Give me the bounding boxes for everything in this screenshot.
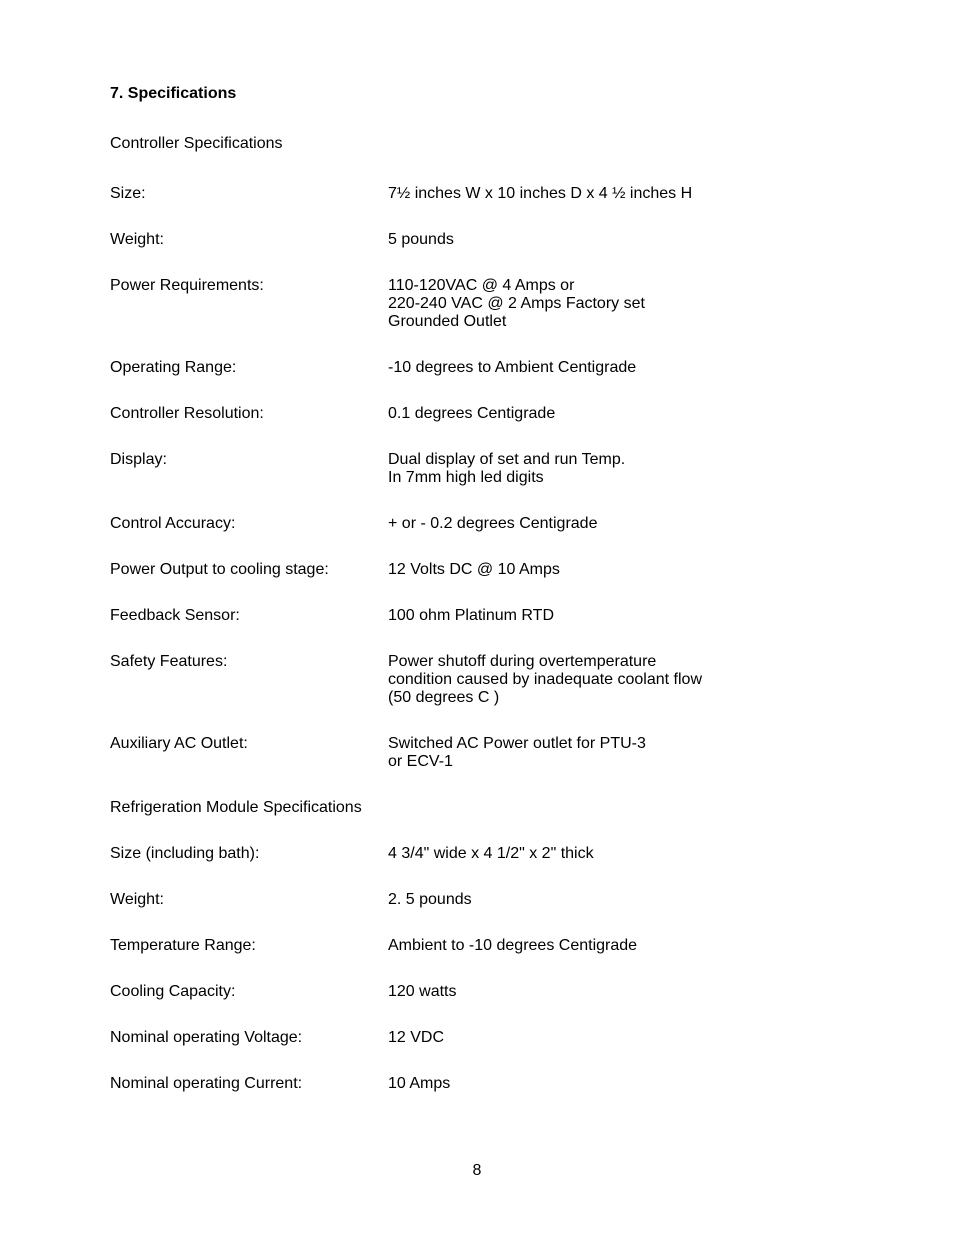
spec-label: Nominal operating Voltage: [110,1029,388,1047]
spec-value: 0.1 degrees Centigrade [388,405,844,423]
spec-value: 12 Volts DC @ 10 Amps [388,561,844,579]
spec-value-line: 0.1 degrees Centigrade [388,405,844,423]
spec-value-line: condition caused by inadequate coolant f… [388,671,844,689]
spec-value: Switched AC Power outlet for PTU-3 or EC… [388,735,844,771]
spec-value: 100 ohm Platinum RTD [388,607,844,625]
spec-label: Control Accuracy: [110,515,388,533]
spec-value-line: 5 pounds [388,231,844,249]
spec-value: Power shutoff during overtemperature con… [388,653,844,707]
spec-value: + or - 0.2 degrees Centigrade [388,515,844,533]
spec-row: Controller Resolution: 0.1 degrees Centi… [110,405,844,423]
section-refrigeration: Refrigeration Module Specifications Size… [110,799,844,1093]
subsection-heading: Refrigeration Module Specifications [110,799,844,817]
spec-value-line: Dual display of set and run Temp. [388,451,844,469]
spec-value: 4 3/4" wide x 4 1/2" x 2" thick [388,845,844,863]
spec-row: Feedback Sensor: 100 ohm Platinum RTD [110,607,844,625]
spec-label: Operating Range: [110,359,388,377]
spec-value-line: or ECV-1 [388,753,844,771]
spec-value-line: 10 Amps [388,1075,844,1093]
spec-label: Power Requirements: [110,277,388,295]
spec-label: Controller Resolution: [110,405,388,423]
spec-value: 5 pounds [388,231,844,249]
section-title: 7. Specifications [110,85,844,103]
spec-value-line: 100 ohm Platinum RTD [388,607,844,625]
spec-row: Size (including bath): 4 3/4" wide x 4 1… [110,845,844,863]
spec-label: Auxiliary AC Outlet: [110,735,388,753]
spec-row: Weight: 2. 5 pounds [110,891,844,909]
spec-value-line: 7½ inches W x 10 inches D x 4 ½ inches H [388,185,844,203]
spec-value-line: (50 degrees C ) [388,689,844,707]
spec-label: Display: [110,451,388,469]
spec-label: Power Output to cooling stage: [110,561,388,579]
spec-value: Ambient to -10 degrees Centigrade [388,937,844,955]
spec-value-line: 110-120VAC @ 4 Amps or [388,277,844,295]
spec-row: Cooling Capacity: 120 watts [110,983,844,1001]
spec-label: Size (including bath): [110,845,388,863]
spec-row: Power Output to cooling stage: 12 Volts … [110,561,844,579]
spec-label: Nominal operating Current: [110,1075,388,1093]
spec-row: Safety Features: Power shutoff during ov… [110,653,844,707]
spec-label: Temperature Range: [110,937,388,955]
spec-value-line: Power shutoff during overtemperature [388,653,844,671]
spec-row: Control Accuracy: + or - 0.2 degrees Cen… [110,515,844,533]
spec-value-line: 120 watts [388,983,844,1001]
spec-value: 10 Amps [388,1075,844,1093]
spec-value-line: Switched AC Power outlet for PTU-3 [388,735,844,753]
spec-value-line: + or - 0.2 degrees Centigrade [388,515,844,533]
spec-row: Operating Range: -10 degrees to Ambient … [110,359,844,377]
spec-label: Feedback Sensor: [110,607,388,625]
spec-row: Power Requirements: 110-120VAC @ 4 Amps … [110,277,844,331]
spec-row: Auxiliary AC Outlet: Switched AC Power o… [110,735,844,771]
subsection-heading: Controller Specifications [110,135,844,153]
spec-value-line: 220-240 VAC @ 2 Amps Factory set [388,295,844,313]
spec-label: Weight: [110,891,388,909]
spec-row: Size: 7½ inches W x 10 inches D x 4 ½ in… [110,185,844,203]
spec-value: 12 VDC [388,1029,844,1047]
spec-row: Nominal operating Voltage: 12 VDC [110,1029,844,1047]
spec-value-line: In 7mm high led digits [388,469,844,487]
spec-value-line: 12 Volts DC @ 10 Amps [388,561,844,579]
spec-label: Size: [110,185,388,203]
spec-value-line: -10 degrees to Ambient Centigrade [388,359,844,377]
spec-value-line: 12 VDC [388,1029,844,1047]
spec-value: 120 watts [388,983,844,1001]
spec-row: Nominal operating Current: 10 Amps [110,1075,844,1093]
spec-value: 110-120VAC @ 4 Amps or 220-240 VAC @ 2 A… [388,277,844,331]
spec-row: Weight: 5 pounds [110,231,844,249]
spec-label: Safety Features: [110,653,388,671]
spec-value: 2. 5 pounds [388,891,844,909]
spec-row: Temperature Range: Ambient to -10 degree… [110,937,844,955]
spec-value-line: Grounded Outlet [388,313,844,331]
spec-value-line: 4 3/4" wide x 4 1/2" x 2" thick [388,845,844,863]
spec-value: 7½ inches W x 10 inches D x 4 ½ inches H [388,185,844,203]
spec-label: Cooling Capacity: [110,983,388,1001]
spec-label: Weight: [110,231,388,249]
spec-row: Display: Dual display of set and run Tem… [110,451,844,487]
spec-value: Dual display of set and run Temp. In 7mm… [388,451,844,487]
spec-value: -10 degrees to Ambient Centigrade [388,359,844,377]
section-controller: Controller Specifications Size: 7½ inche… [110,135,844,771]
spec-value-line: 2. 5 pounds [388,891,844,909]
spec-value-line: Ambient to -10 degrees Centigrade [388,937,844,955]
page-number: 8 [0,1162,954,1180]
